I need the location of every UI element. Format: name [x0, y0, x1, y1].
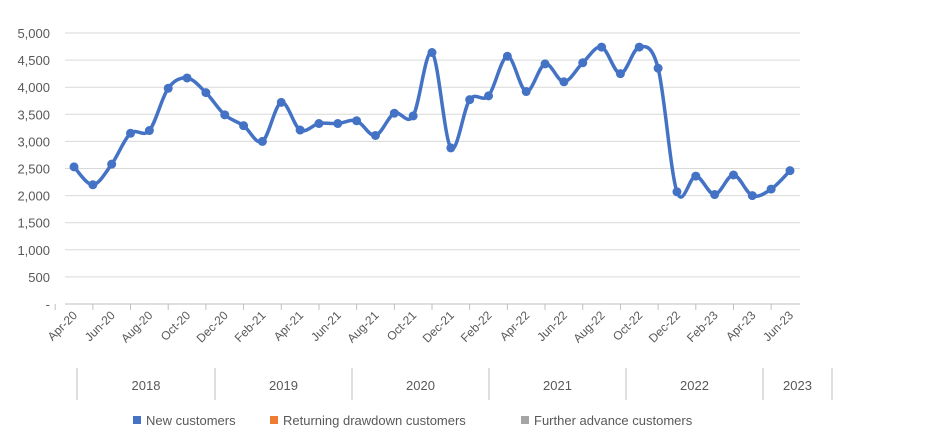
data-point [597, 42, 607, 52]
y-tick-label: 4,500 [17, 53, 50, 68]
data-point [427, 48, 437, 58]
data-point [672, 187, 682, 197]
data-point [276, 97, 286, 107]
data-point [465, 95, 475, 105]
y-tick-label: - [46, 297, 50, 312]
year-group-label: 2022 [680, 378, 709, 393]
data-point [446, 143, 456, 153]
y-tick-label: 1,500 [17, 216, 50, 231]
data-point [88, 180, 98, 190]
y-tick-label: 5,000 [17, 26, 50, 41]
data-point [766, 184, 776, 194]
x-tick-label: Aug-20 [118, 308, 155, 345]
legend-label: Further advance customers [534, 413, 693, 428]
x-tick-label: Feb-23 [684, 308, 721, 345]
data-point [182, 73, 192, 83]
data-point [295, 125, 305, 135]
x-tick-label: Dec-20 [194, 308, 231, 345]
x-tick-label: Apr-20 [45, 308, 81, 344]
data-point [370, 130, 380, 140]
year-group-label: 2019 [269, 378, 298, 393]
y-tick-label: 500 [28, 270, 50, 285]
y-tick-label: 2,000 [17, 189, 50, 204]
data-point [521, 87, 531, 97]
data-point [559, 77, 569, 87]
data-point [333, 119, 343, 129]
x-tick-label: Feb-21 [232, 308, 269, 345]
data-point [163, 83, 173, 93]
y-tick-label: 2,500 [17, 162, 50, 177]
x-tick-label: Aug-21 [344, 308, 381, 345]
data-point [578, 58, 588, 68]
legend-swatch [133, 416, 141, 424]
data-point [785, 166, 795, 176]
year-group-label: 2023 [783, 378, 812, 393]
data-point [691, 171, 701, 181]
x-tick-label: Feb-22 [458, 308, 495, 345]
data-point [239, 121, 249, 131]
x-tick-label: Apr-22 [497, 308, 533, 344]
data-point [389, 108, 399, 118]
data-point [107, 159, 117, 169]
x-tick-label: Jun-22 [534, 308, 570, 344]
x-tick-label: Aug-22 [570, 308, 607, 345]
data-point [728, 170, 738, 180]
x-tick-label: Oct-21 [384, 308, 420, 344]
y-tick-label: 1,000 [17, 243, 50, 258]
data-point [69, 162, 79, 172]
data-point [540, 59, 550, 69]
legend-label: New customers [146, 413, 236, 428]
year-group-label: 2020 [406, 378, 435, 393]
y-tick-label: 4,000 [17, 80, 50, 95]
data-point [502, 51, 512, 61]
legend-label: Returning drawdown customers [283, 413, 466, 428]
x-tick-label: Dec-21 [420, 308, 457, 345]
data-point [126, 128, 136, 138]
x-tick-label: Apr-21 [271, 308, 307, 344]
x-tick-label: Apr-23 [723, 308, 759, 344]
series-line-new-customers [72, 44, 792, 199]
year-group-label: 2018 [132, 378, 161, 393]
data-point [747, 191, 757, 201]
data-point [653, 63, 663, 73]
data-point [201, 88, 211, 98]
data-point [484, 91, 494, 101]
data-point [710, 190, 720, 200]
data-point [220, 110, 230, 120]
data-point [634, 42, 644, 52]
x-tick-label: Oct-22 [610, 308, 646, 344]
data-point [314, 119, 324, 129]
data-point [408, 111, 418, 121]
data-point [144, 126, 154, 136]
y-tick-label: 3,500 [17, 107, 50, 122]
year-group-label: 2021 [543, 378, 572, 393]
data-point [352, 116, 362, 126]
data-point [615, 69, 625, 79]
x-tick-label: Jun-23 [760, 308, 796, 344]
legend-swatch [521, 416, 529, 424]
x-tick-label: Jun-20 [82, 308, 118, 344]
x-tick-label: Oct-20 [158, 308, 194, 344]
data-point [257, 136, 267, 146]
legend-swatch [270, 416, 278, 424]
y-tick-label: 3,000 [17, 134, 50, 149]
x-tick-label: Jun-21 [308, 308, 344, 344]
x-tick-label: Dec-22 [646, 308, 683, 345]
